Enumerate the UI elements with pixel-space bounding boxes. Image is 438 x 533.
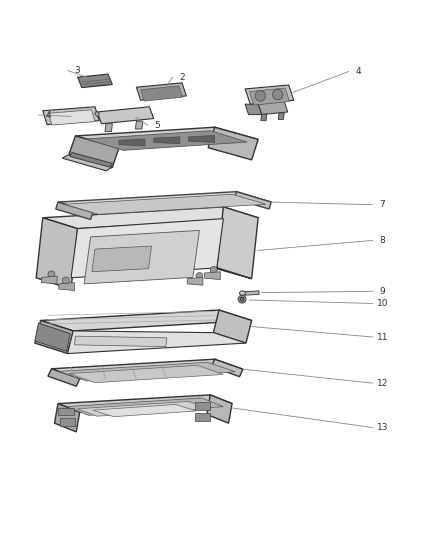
Text: 8: 8 <box>379 236 385 245</box>
Bar <box>58 408 74 415</box>
Polygon shape <box>135 121 143 129</box>
Circle shape <box>210 266 217 273</box>
Polygon shape <box>187 277 203 285</box>
Polygon shape <box>58 192 271 213</box>
Text: 2: 2 <box>179 72 185 82</box>
Polygon shape <box>84 230 199 284</box>
Text: 13: 13 <box>376 423 388 432</box>
Polygon shape <box>244 291 259 295</box>
Circle shape <box>62 277 69 284</box>
Text: 4: 4 <box>356 67 361 76</box>
Text: 11: 11 <box>376 333 388 342</box>
Polygon shape <box>154 137 180 144</box>
Polygon shape <box>67 331 246 353</box>
Circle shape <box>196 272 203 279</box>
Polygon shape <box>95 111 99 117</box>
Circle shape <box>272 90 283 100</box>
Polygon shape <box>59 362 236 381</box>
Polygon shape <box>245 85 294 104</box>
Bar <box>194 413 210 421</box>
Polygon shape <box>35 320 73 353</box>
Circle shape <box>255 91 265 101</box>
Polygon shape <box>71 219 223 278</box>
Polygon shape <box>217 207 258 279</box>
Text: 10: 10 <box>376 299 388 308</box>
Polygon shape <box>70 152 113 167</box>
Polygon shape <box>56 202 93 220</box>
Polygon shape <box>250 88 290 105</box>
Polygon shape <box>105 124 113 132</box>
Text: 3: 3 <box>74 66 81 75</box>
Polygon shape <box>207 395 232 423</box>
Polygon shape <box>136 83 186 100</box>
Polygon shape <box>119 139 145 146</box>
Polygon shape <box>261 114 267 120</box>
Polygon shape <box>64 194 266 214</box>
Polygon shape <box>59 282 74 290</box>
Polygon shape <box>97 107 154 124</box>
Polygon shape <box>67 398 223 415</box>
Text: 5: 5 <box>154 120 160 130</box>
Bar <box>60 418 75 426</box>
Polygon shape <box>92 246 152 272</box>
Polygon shape <box>54 403 80 432</box>
Circle shape <box>240 297 244 301</box>
Polygon shape <box>211 359 243 377</box>
Polygon shape <box>86 131 247 150</box>
Bar <box>194 402 210 410</box>
Polygon shape <box>213 310 252 343</box>
Polygon shape <box>258 102 288 115</box>
Polygon shape <box>93 405 196 417</box>
Polygon shape <box>48 369 80 386</box>
Text: 9: 9 <box>379 287 385 296</box>
Circle shape <box>48 271 55 278</box>
Polygon shape <box>41 310 252 331</box>
Polygon shape <box>42 276 57 284</box>
Text: 4: 4 <box>46 110 51 119</box>
Polygon shape <box>141 86 183 101</box>
Text: 12: 12 <box>377 378 388 387</box>
Polygon shape <box>78 74 113 87</box>
Polygon shape <box>234 192 271 209</box>
Polygon shape <box>75 127 258 148</box>
Circle shape <box>238 295 246 303</box>
Polygon shape <box>69 365 223 383</box>
Polygon shape <box>36 218 78 289</box>
Polygon shape <box>58 395 232 413</box>
Polygon shape <box>205 272 220 279</box>
Polygon shape <box>245 104 261 115</box>
Polygon shape <box>43 107 99 125</box>
Text: 7: 7 <box>379 200 385 209</box>
Polygon shape <box>208 127 258 160</box>
Polygon shape <box>69 136 119 167</box>
Polygon shape <box>188 135 215 142</box>
Polygon shape <box>43 207 258 229</box>
Polygon shape <box>78 401 208 416</box>
Polygon shape <box>278 113 284 119</box>
Ellipse shape <box>240 291 246 295</box>
Polygon shape <box>51 359 243 379</box>
Polygon shape <box>48 110 95 125</box>
Polygon shape <box>35 323 70 351</box>
Polygon shape <box>74 336 167 346</box>
Polygon shape <box>62 155 113 171</box>
Polygon shape <box>78 229 252 279</box>
